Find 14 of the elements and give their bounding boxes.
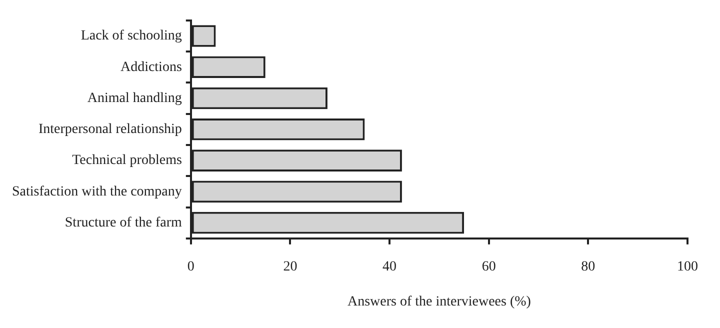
x-tick-label: 20 xyxy=(283,259,298,274)
y-tick-label: Animal handling xyxy=(87,90,182,106)
x-axis-title: Answers of the interviewees (%) xyxy=(347,294,532,310)
y-tick-label: Structure of the farm xyxy=(64,216,182,230)
x-tick-label: 80 xyxy=(581,259,596,274)
x-tick-label: 0 xyxy=(187,259,194,274)
y-tick-label: Addictions xyxy=(120,60,182,75)
y-tick-label: Technical problems xyxy=(72,153,182,168)
x-tick-label: 40 xyxy=(382,259,397,274)
y-tick-label: Lack of schooling xyxy=(80,28,182,44)
x-tick-label: 100 xyxy=(677,259,698,274)
y-tick-label: Interpersonal relationship xyxy=(38,122,182,138)
x-tick-label: 60 xyxy=(482,259,496,274)
y-tick-label: Satisfaction with the company xyxy=(12,184,182,200)
